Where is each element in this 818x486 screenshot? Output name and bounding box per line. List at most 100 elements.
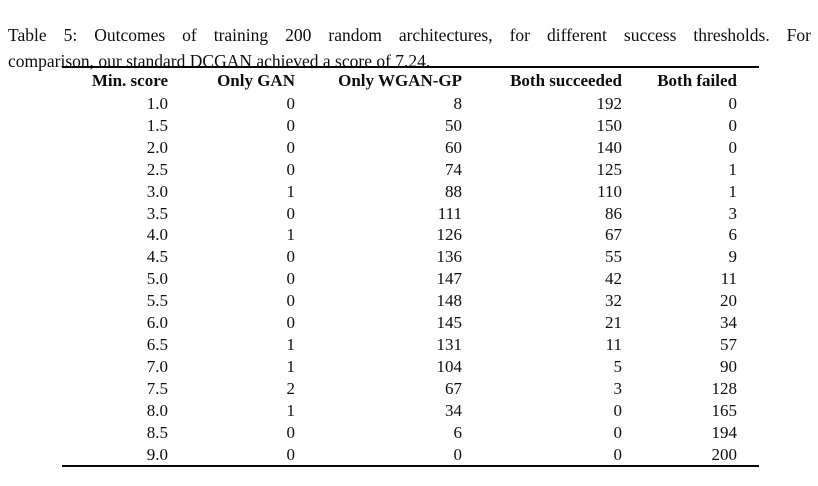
results-table-body: 1.0 0 8 192 0 1.5 0 50 150 0 2.0 0 60 140 0 2.5 0 74 125 1 3… xyxy=(62,93,759,466)
table-cell: 2 xyxy=(286,378,296,398)
table-cell: 110 xyxy=(597,181,622,201)
table-cell: 6 xyxy=(453,422,463,442)
table-cell: 6.5 xyxy=(146,334,168,354)
table-cell: 3 xyxy=(728,203,738,223)
table-cell: 11 xyxy=(720,269,737,289)
table-cell: 2.5 xyxy=(146,159,168,179)
table-row: 4.5 0 136 55 9 xyxy=(62,246,759,268)
table-cell: 6 xyxy=(728,225,738,245)
table-cell: 3.5 xyxy=(146,203,168,223)
table-cell: 32 xyxy=(605,291,622,311)
table-cell: 7.5 xyxy=(146,378,168,398)
table-cell: 192 xyxy=(596,94,623,113)
table-row: 3.0 1 88 110 1 xyxy=(62,181,759,203)
table-cell: 200 xyxy=(711,444,738,464)
column-header-0: Min. score xyxy=(91,70,168,90)
table-cell: 11 xyxy=(605,334,622,354)
table-row: 2.0 0 60 140 0 xyxy=(62,137,759,159)
table-cell: 1 xyxy=(286,334,296,354)
table-cell: 67 xyxy=(605,225,622,245)
table-cell: 60 xyxy=(445,137,462,157)
table-cell: 5.5 xyxy=(146,291,168,311)
table-cell: 1.0 xyxy=(146,94,168,113)
table-cell: 150 xyxy=(596,115,623,135)
table-cell: 0 xyxy=(286,159,296,179)
table-cell: 86 xyxy=(605,203,622,223)
table-cell: 0 xyxy=(286,313,296,333)
table-cell: 20 xyxy=(720,291,737,311)
table-cell: 165 xyxy=(711,400,738,420)
table-cell: 0 xyxy=(728,94,738,113)
table-cell: 0 xyxy=(286,269,296,289)
table-cell: 128 xyxy=(711,378,738,398)
table-cell: 125 xyxy=(596,159,623,179)
table-cell: 90 xyxy=(720,356,737,376)
table-row: 5.5 0 148 32 20 xyxy=(62,290,759,312)
table-cell: 1 xyxy=(286,181,296,201)
table-cell: 0 xyxy=(613,444,623,464)
table-row: 4.0 1 126 67 6 xyxy=(62,224,759,246)
table-cell: 0 xyxy=(613,422,623,442)
table-cell: 140 xyxy=(596,137,623,157)
table-cell: 8.5 xyxy=(146,422,168,442)
table-cell: 0 xyxy=(286,115,296,135)
column-header-4: Both failed xyxy=(657,70,737,90)
table-cell: 1 xyxy=(286,356,296,376)
table-cell: 8 xyxy=(453,94,463,113)
table-cell: 0 xyxy=(286,247,296,267)
table-cell: 4.5 xyxy=(146,247,168,267)
table-cell: 4.0 xyxy=(146,225,168,245)
column-header-2: Only WGAN-GP xyxy=(338,70,462,90)
table-cell: 34 xyxy=(720,313,737,333)
table-row: 7.0 1 104 5 90 xyxy=(62,356,759,378)
table-cell: 1 xyxy=(728,159,738,179)
table-cell: 148 xyxy=(436,291,463,311)
table-cell: 6.0 xyxy=(146,313,168,333)
table-cell: 2.0 xyxy=(146,137,168,157)
table-cell: 5 xyxy=(613,356,623,376)
table-cell: 1 xyxy=(728,181,738,201)
table-cell: 7.0 xyxy=(146,356,168,376)
table-row: 5.0 0 147 42 11 xyxy=(62,268,759,290)
table-cell: 0 xyxy=(286,137,296,157)
table-cell: 1.5 xyxy=(146,115,168,135)
table-caption-line-1: Table 5: Outcomes of training 200 random… xyxy=(8,24,811,45)
table-cell: 9.0 xyxy=(146,444,168,464)
table-cell: 0 xyxy=(728,115,738,135)
table-cell: 50 xyxy=(445,115,462,135)
table-cell: 147 xyxy=(436,269,463,289)
table-row: 9.0 0 0 0 200 xyxy=(62,444,759,467)
table-cell: 111 xyxy=(437,203,462,223)
column-header-3: Both succeeded xyxy=(510,70,622,90)
results-table: Min. score Only GAN Only WGAN-GP Both succe… xyxy=(62,66,759,468)
table-header-row: Min. score Only GAN Only WGAN-GP Both succe… xyxy=(62,67,759,93)
table-cell: 55 xyxy=(605,247,622,267)
table-cell: 136 xyxy=(436,247,463,267)
table-row: 6.5 1 131 11 57 xyxy=(62,334,759,356)
table-cell: 0 xyxy=(453,444,463,464)
table-cell: 0 xyxy=(286,291,296,311)
table-cell: 0 xyxy=(728,137,738,157)
table-cell: 1 xyxy=(286,400,296,420)
table-cell: 194 xyxy=(711,422,738,442)
table-row: 1.0 0 8 192 0 xyxy=(62,93,759,115)
table-cell: 0 xyxy=(286,203,296,223)
table-cell: 0 xyxy=(286,94,296,113)
table-row: 2.5 0 74 125 1 xyxy=(62,159,759,181)
table-caption-line-2: comparison, our standard DCGAN achieved … xyxy=(8,50,431,71)
table-cell: 74 xyxy=(445,159,462,179)
table-cell: 3 xyxy=(613,378,623,398)
table-cell: 8.0 xyxy=(146,400,168,420)
table-cell: 5.0 xyxy=(146,269,168,289)
table-row: 7.5 2 67 3 128 xyxy=(62,378,759,400)
table-cell: 67 xyxy=(445,378,462,398)
table-cell: 88 xyxy=(445,181,462,201)
table-cell: 104 xyxy=(436,356,463,376)
table-cell: 57 xyxy=(720,334,737,354)
table-row: 8.0 1 34 0 165 xyxy=(62,400,759,422)
table-cell: 131 xyxy=(436,334,463,354)
table-cell: 0 xyxy=(286,444,296,464)
table-row: 3.5 0 111 86 3 xyxy=(62,203,759,225)
table-cell: 1 xyxy=(286,225,296,245)
table-cell: 42 xyxy=(605,269,622,289)
